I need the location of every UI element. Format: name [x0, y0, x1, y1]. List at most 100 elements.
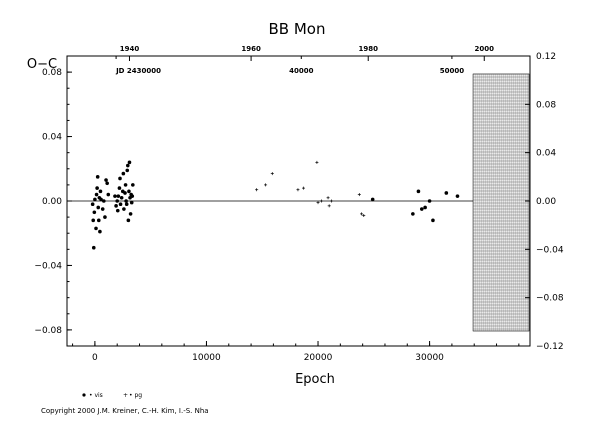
pg-point: [329, 199, 333, 203]
y-axis-label: O−C: [27, 57, 57, 72]
vis-point: [128, 212, 133, 216]
pg-point: [327, 204, 331, 208]
vis-point: [95, 186, 99, 190]
vis-point: [411, 212, 415, 216]
right-tick-label: 0.00: [536, 197, 556, 207]
vis-point: [106, 192, 111, 197]
right-tick-label: −0.12: [536, 342, 564, 352]
vis-point: [444, 191, 449, 195]
vis-point: [131, 183, 135, 187]
chart-title: BB Mon: [269, 20, 326, 38]
pg-point: [319, 199, 323, 203]
pg-point: [302, 186, 306, 190]
legend-pg-marker: +: [123, 392, 128, 399]
vis-point: [102, 199, 106, 203]
jd-tick-label: 50000: [440, 67, 464, 75]
vis-point: [92, 210, 97, 215]
year-tick-label: 1940: [120, 45, 140, 53]
vis-point: [419, 207, 424, 211]
vis-point: [113, 194, 117, 198]
vis-point: [125, 168, 130, 173]
pg-point: [357, 193, 361, 197]
vis-point: [115, 208, 120, 213]
vis-point: [117, 186, 122, 190]
future-region-hatch: [472, 73, 530, 332]
vis-point: [122, 207, 126, 211]
right-tick-label: −0.08: [536, 294, 564, 304]
year-tick-label: 1980: [358, 45, 378, 53]
vis-point: [94, 192, 99, 197]
vis-point: [93, 197, 97, 202]
pg-point: [264, 183, 268, 187]
vis-point: [127, 189, 131, 194]
vis-point: [423, 205, 427, 210]
jd-tick-label: JD 2430000: [115, 67, 161, 75]
vis-point: [126, 163, 130, 168]
vis-point: [96, 205, 101, 210]
vis-point: [129, 200, 134, 205]
y-tick-label: −0.04: [34, 261, 62, 271]
vis-point: [91, 245, 96, 250]
x-tick-label: 0: [92, 353, 98, 363]
vis-point: [123, 183, 128, 187]
right-tick-label: 0.04: [536, 149, 556, 159]
jd-tick-label: 40000: [289, 67, 313, 75]
vis-point: [95, 175, 100, 179]
right-tick-label: −0.04: [536, 245, 564, 255]
legend-vis-marker: [82, 393, 86, 397]
axis-ticks: 0 10000 20000 30000 −0.08 −0.04 0.00 0.04 0.08 −0…: [34, 45, 563, 363]
vis-point: [91, 218, 96, 223]
vis-point: [119, 195, 124, 200]
x-axis-label: Epoch: [295, 372, 335, 387]
vis-point: [114, 204, 118, 208]
vis-point: [427, 199, 432, 203]
legend-pg-label: • pg: [129, 392, 142, 399]
y-tick-label: −0.08: [34, 326, 62, 336]
vis-point: [99, 197, 103, 202]
pg-point: [326, 196, 330, 200]
pg-point: [255, 188, 259, 192]
vis-point: [100, 207, 105, 211]
y-tick-label: 0.08: [42, 68, 62, 78]
vis-point: [126, 218, 131, 223]
vis-point: [98, 189, 103, 194]
pg-point: [296, 188, 300, 192]
pg-point: [270, 172, 274, 176]
pg-point: [360, 212, 364, 216]
vis-point: [124, 202, 129, 207]
pg-point: [315, 160, 319, 164]
copyright-text: Copyright 2000 J.M. Kreiner, C.-H. Kim, …: [41, 407, 209, 415]
legend: • vis + • pg: [82, 392, 142, 399]
vis-point: [121, 171, 126, 176]
vis-point: [116, 194, 121, 198]
vis-point: [98, 229, 102, 234]
vis-point: [105, 181, 109, 186]
vis-point: [130, 194, 135, 198]
vis-point: [115, 199, 120, 203]
vis-point: [94, 226, 98, 231]
vis-point: [416, 189, 421, 194]
year-tick-label: 2000: [475, 45, 495, 53]
x-tick-label: 30000: [415, 353, 444, 363]
vis-point: [455, 194, 460, 198]
vis-point: [370, 197, 375, 202]
y-tick-label: 0.04: [42, 133, 62, 143]
pg-point: [316, 201, 320, 205]
vis-point: [123, 191, 127, 195]
y-tick-label: 0.00: [42, 197, 62, 207]
vis-point: [124, 199, 128, 203]
legend-vis-label: • vis: [89, 392, 103, 399]
vis-point: [90, 202, 95, 207]
vis-point: [127, 160, 132, 165]
x-tick-label: 10000: [192, 353, 221, 363]
vis-point: [431, 218, 435, 223]
right-tick-label: 0.08: [536, 100, 556, 110]
vis-point: [96, 218, 101, 223]
pg-point: [362, 214, 366, 217]
data-points: [90, 160, 460, 250]
right-tick-label: 0.12: [536, 52, 556, 62]
vis-point: [103, 215, 107, 219]
vis-point: [118, 176, 122, 181]
year-tick-label: 1960: [241, 45, 261, 53]
